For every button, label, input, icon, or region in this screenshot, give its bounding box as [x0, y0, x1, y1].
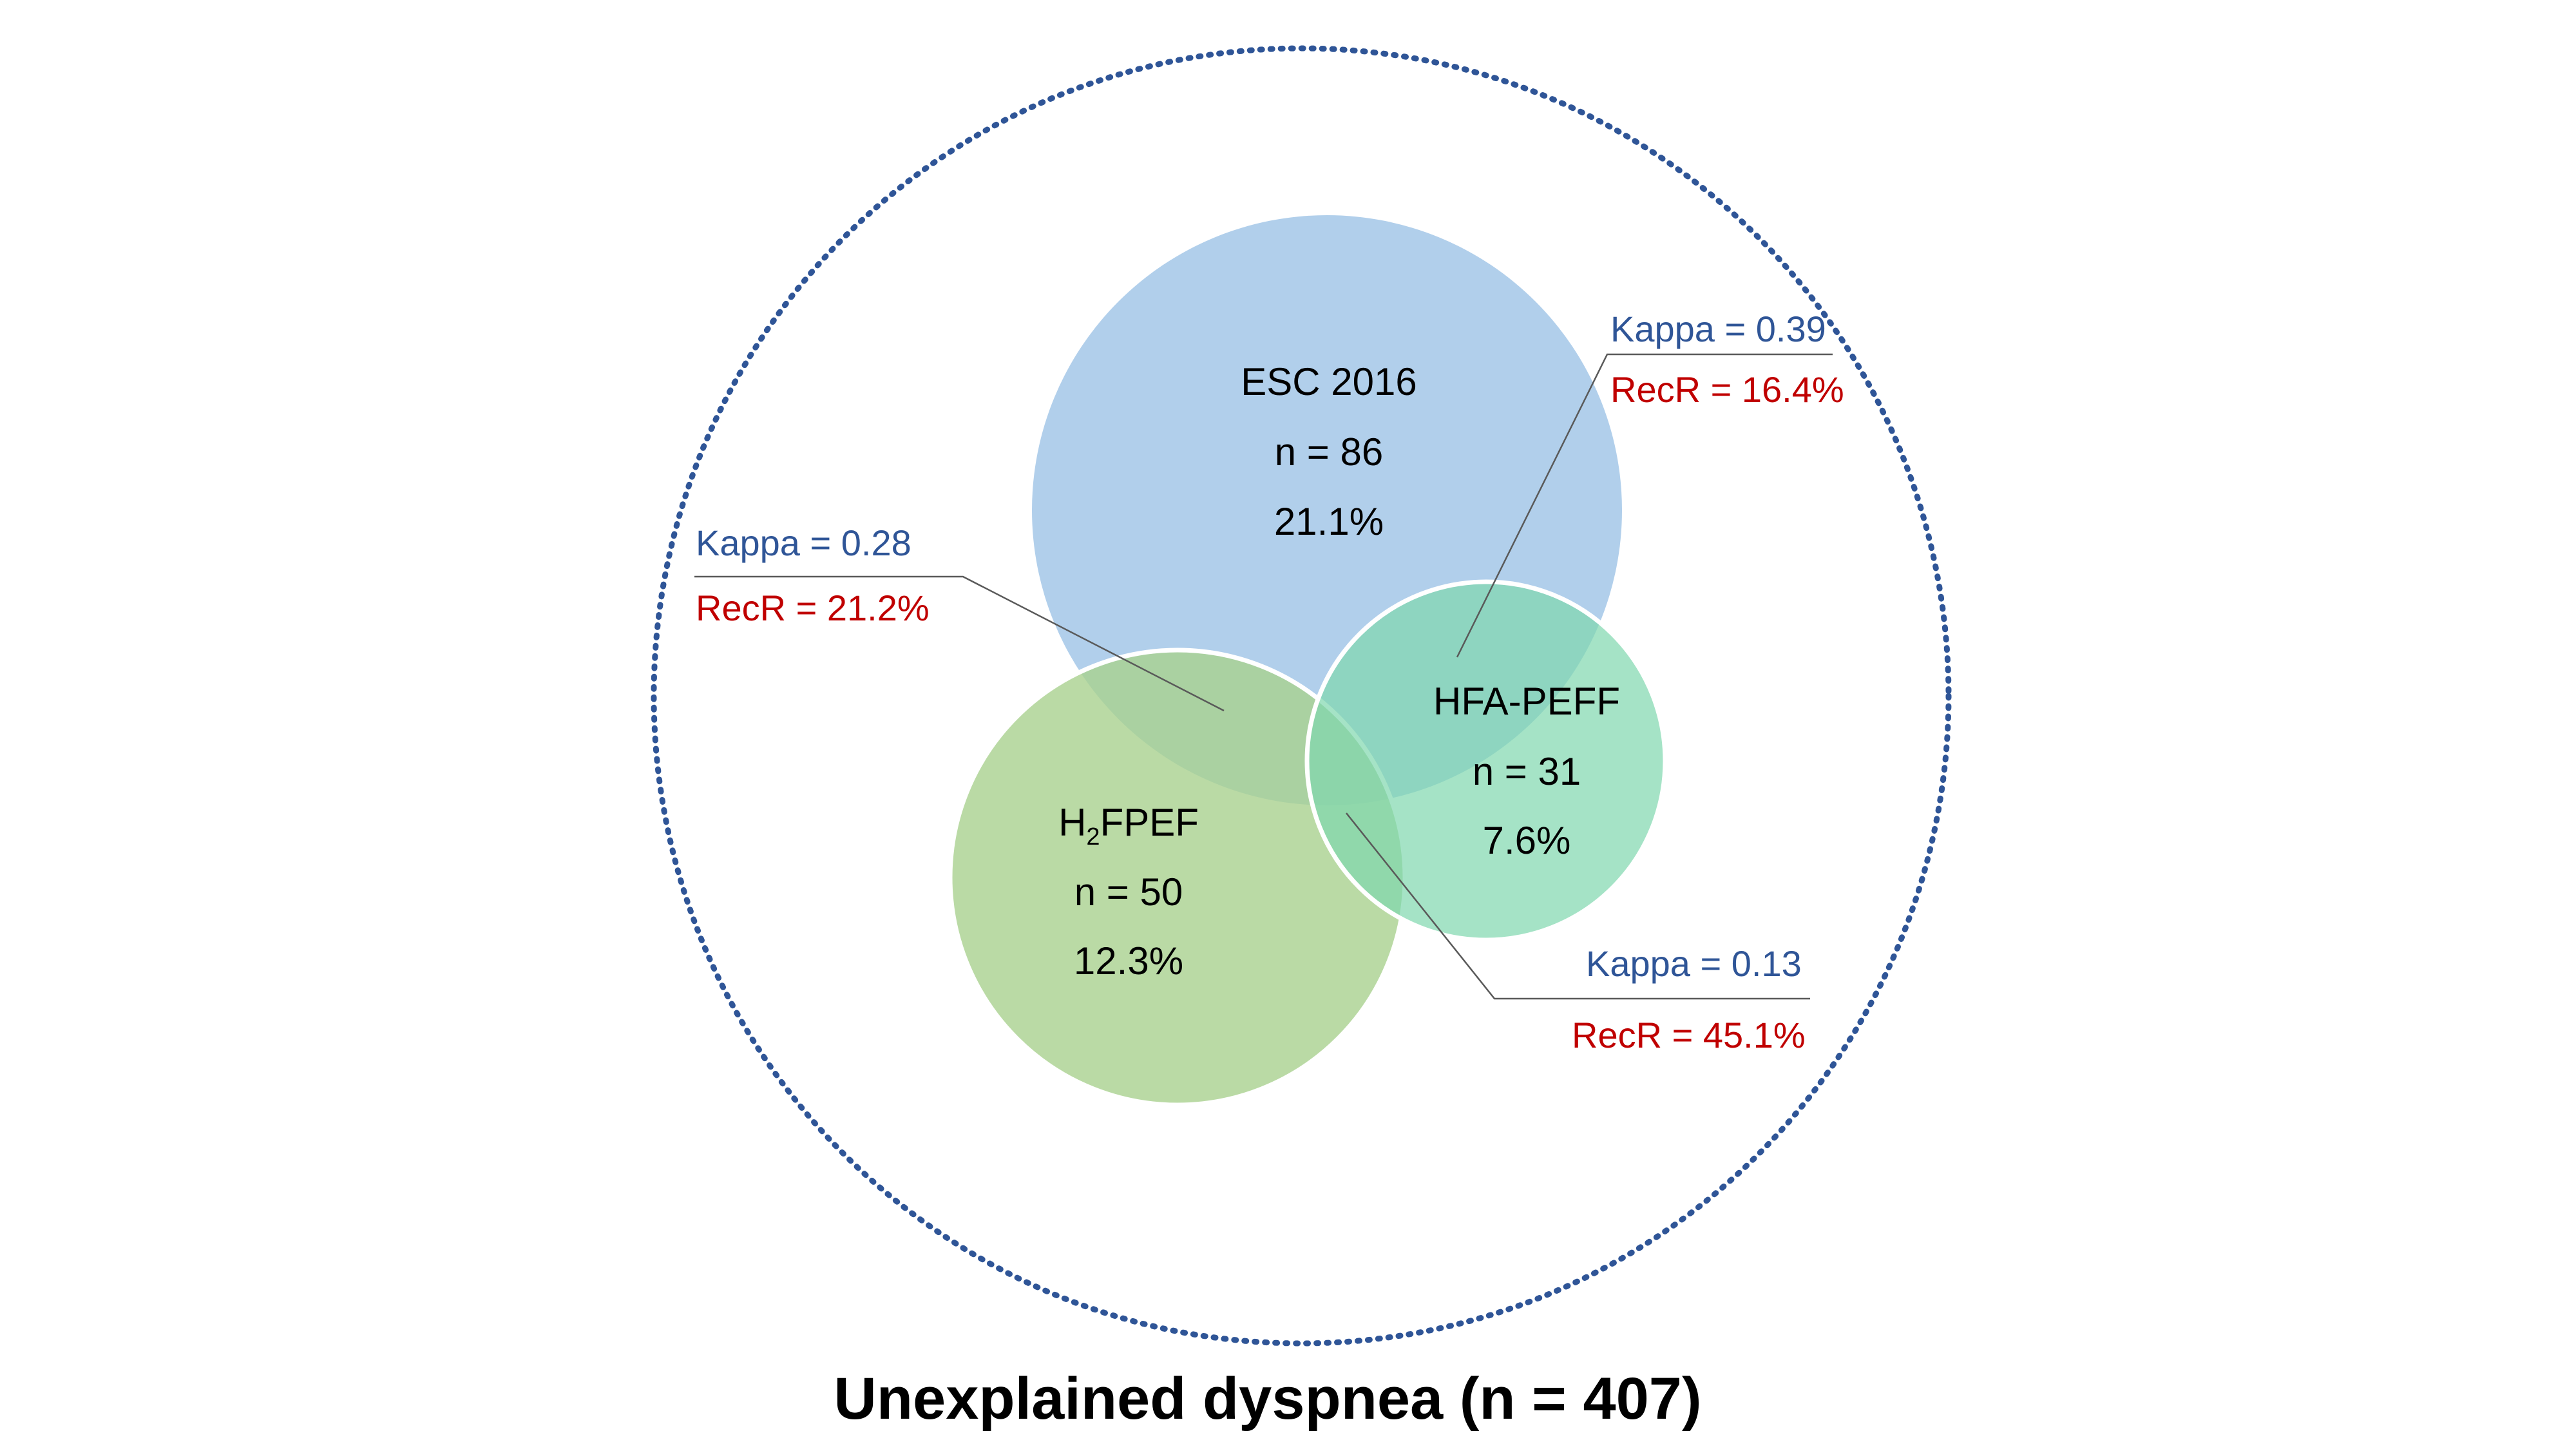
population-outline	[651, 45, 1952, 1347]
esc-hfapeff-recr: RecR = 16.4%	[1610, 369, 1844, 410]
hfa-peff-circle	[1304, 579, 1668, 943]
esc-h2fpef-kappa: Kappa = 0.28	[696, 523, 911, 563]
h2fpef-name: H2FPEF	[1058, 801, 1199, 850]
hfa-peff-name: HFA-PEFF	[1433, 680, 1620, 723]
esc-2016-name: ESC 2016	[1241, 360, 1417, 403]
esc-hfapeff-leader	[1456, 353, 1833, 658]
population-caption: Unexplained dyspnea (n = 407)	[834, 1366, 1701, 1432]
h2fpef-n: n = 50	[1074, 870, 1183, 914]
esc-2016-n: n = 86	[1275, 430, 1384, 474]
hfa-peff-pct: 7.6%	[1483, 819, 1571, 862]
esc-2016-pct: 21.1%	[1274, 500, 1384, 543]
h2fpef-hfapeff-leader	[1346, 812, 1810, 1000]
h2fpef-hfapeff-kappa: Kappa = 0.13	[1586, 943, 1802, 984]
esc-hfapeff-kappa: Kappa = 0.39	[1610, 309, 1826, 349]
h2fpef-hfapeff-recr: RecR = 45.1%	[1572, 1015, 1806, 1055]
esc-h2fpef-recr: RecR = 21.2%	[696, 588, 930, 628]
hfa-peff-n: n = 31	[1473, 750, 1581, 793]
esc-h2fpef-leader	[694, 575, 1225, 712]
h2fpef-pct: 12.3%	[1074, 939, 1183, 983]
